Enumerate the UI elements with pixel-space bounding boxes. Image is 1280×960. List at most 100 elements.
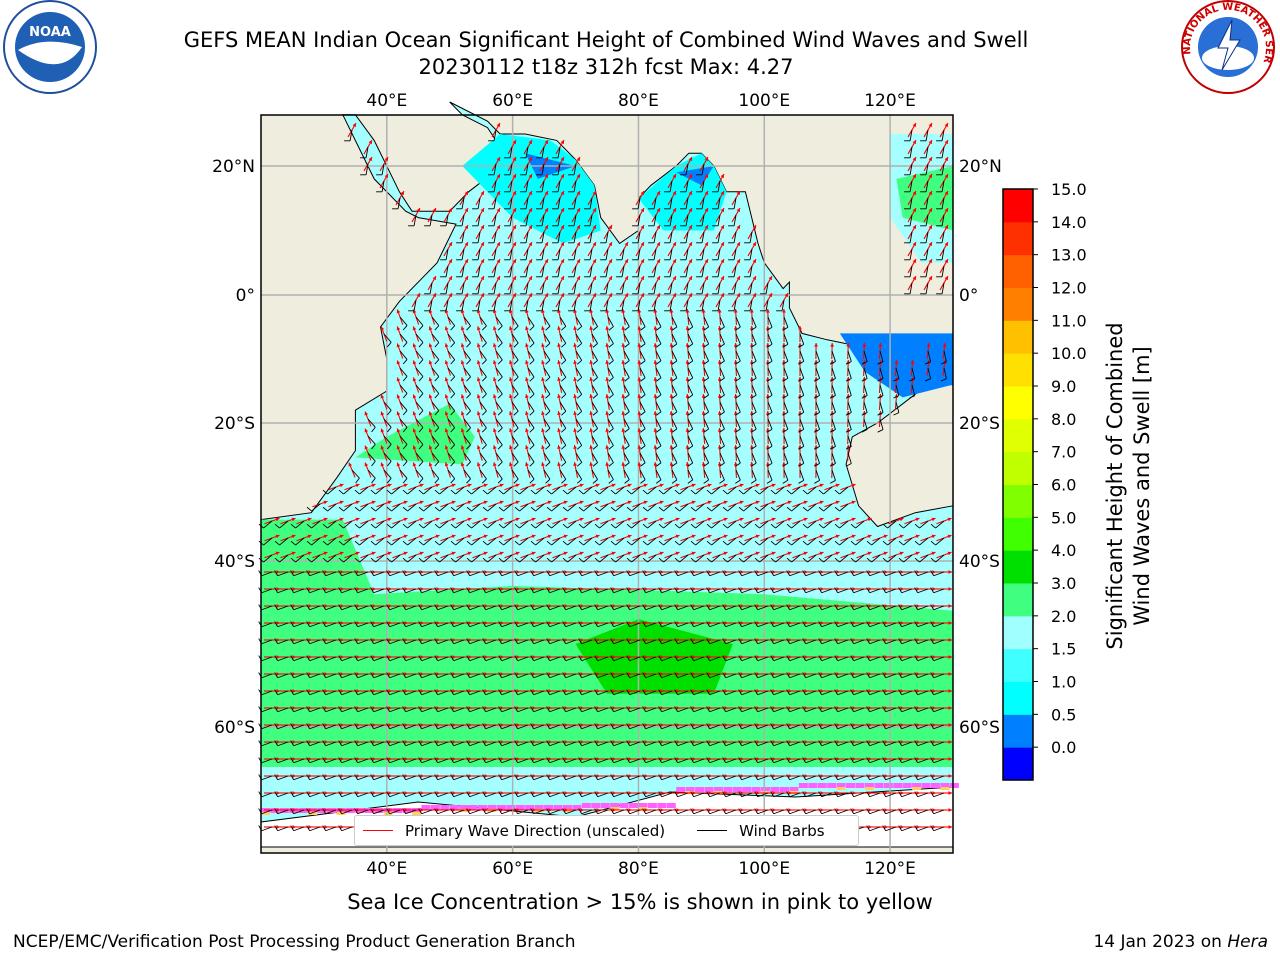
wave-arrowhead	[340, 604, 344, 608]
sea-ice-cell	[723, 787, 733, 792]
wave-arrowhead	[532, 655, 536, 659]
wave-arrowhead	[912, 276, 916, 281]
wind-barb	[375, 554, 385, 563]
wave-arrowhead	[500, 689, 504, 693]
wave-arrowhead	[772, 740, 776, 744]
wind-barb-flag	[642, 604, 647, 610]
wind-barb	[447, 452, 456, 462]
wave-arrowhead	[355, 500, 360, 505]
wind-barb	[399, 316, 408, 326]
wave-arrowhead	[820, 570, 824, 574]
wave-arrowhead	[544, 293, 548, 298]
wind-barb	[791, 486, 801, 495]
wind-barb	[687, 401, 694, 413]
wave-arrowhead	[724, 808, 728, 812]
wind-barb	[629, 571, 641, 577]
wave-arrowhead	[944, 123, 948, 128]
wave-arrowhead	[484, 774, 488, 778]
wind-barb-flag	[402, 689, 407, 695]
sea-ice-cell	[647, 803, 657, 808]
wind-barb	[909, 180, 913, 192]
wind-barb	[461, 231, 465, 243]
wind-barb	[879, 367, 884, 379]
wind-barb	[277, 571, 289, 577]
noaa-logo-icon: NOAA	[3, 0, 97, 94]
wind-barb	[565, 571, 577, 577]
wind-barb	[821, 690, 833, 696]
wind-barb	[591, 384, 598, 395]
wind-barb-flag	[754, 540, 760, 546]
wave-arrowhead	[928, 208, 932, 213]
sea-ice-cell	[780, 787, 789, 792]
wind-barb	[669, 265, 673, 277]
wind-barb-flag	[466, 410, 471, 416]
wave-arrowhead	[528, 276, 532, 281]
wind-barb-flag	[466, 621, 471, 627]
wind-barb-flag	[940, 378, 947, 382]
wave-arrowhead	[515, 534, 520, 539]
wind-barb	[559, 469, 567, 480]
wind-barb	[903, 537, 913, 546]
wind-barb	[463, 316, 471, 327]
wind-barb	[799, 418, 805, 430]
wind-barb-flag	[434, 587, 439, 593]
wave-arrowhead	[404, 706, 408, 710]
wind-barb-flag	[290, 570, 295, 576]
wave-arrowhead	[804, 740, 808, 744]
wind-barb-flag	[498, 621, 503, 627]
wind-barb	[821, 622, 833, 628]
wind-barb	[373, 656, 385, 662]
wind-barb	[565, 605, 577, 611]
wind-barb	[941, 282, 945, 294]
wind-barb	[525, 248, 529, 260]
wind-barb	[591, 418, 598, 429]
wave-arrowhead	[768, 293, 772, 298]
wave-arrowhead	[772, 672, 776, 676]
wave-arrowhead	[509, 462, 513, 467]
wave-arrowhead	[384, 174, 388, 179]
wind-barb	[437, 588, 449, 594]
wave-arrowhead	[733, 428, 738, 432]
wind-barb-flag	[434, 427, 440, 433]
wave-arrowhead	[707, 517, 712, 522]
wind-barb	[767, 350, 773, 362]
wave-arrowhead	[368, 157, 372, 162]
wind-barb	[567, 486, 577, 495]
wave-arrowhead	[852, 774, 856, 778]
wave-arrowhead	[500, 791, 504, 795]
wave-arrowhead	[612, 723, 616, 727]
wind-barb	[821, 639, 833, 645]
wave-arrowhead	[548, 672, 552, 676]
wave-arrowhead	[492, 394, 497, 399]
wind-barb	[879, 350, 884, 362]
wind-barb	[461, 248, 465, 260]
wave-arrowhead	[340, 808, 344, 812]
wind-barb	[565, 673, 577, 679]
wind-barb	[495, 316, 503, 327]
wave-arrowhead	[900, 774, 904, 778]
wind-barb	[407, 554, 417, 563]
wave-arrowhead	[948, 723, 952, 727]
wind-barb	[293, 571, 305, 577]
wave-arrowhead	[676, 672, 680, 676]
wind-barb	[477, 282, 481, 294]
wind-barb	[935, 537, 945, 546]
wave-arrowhead	[688, 293, 692, 298]
wave-arrowhead	[720, 191, 724, 196]
wave-arrowhead	[692, 740, 696, 744]
wind-barb-flag	[497, 359, 503, 365]
wind-barb-flag	[754, 557, 760, 563]
wind-barb-flag	[706, 689, 711, 695]
wave-arrowhead	[595, 534, 600, 539]
wind-barb	[773, 588, 785, 594]
wind-barb-flag	[624, 479, 630, 484]
wind-barb	[309, 656, 321, 662]
wave-arrowhead	[733, 377, 738, 381]
wind-barb	[743, 537, 753, 546]
wind-barb-flag	[450, 489, 456, 495]
wind-barb-flag	[594, 621, 599, 627]
wave-arrowhead	[480, 276, 484, 281]
wave-arrowhead	[579, 517, 584, 522]
wind-barb-flag	[466, 461, 471, 467]
wind-barb-flag	[834, 672, 839, 678]
